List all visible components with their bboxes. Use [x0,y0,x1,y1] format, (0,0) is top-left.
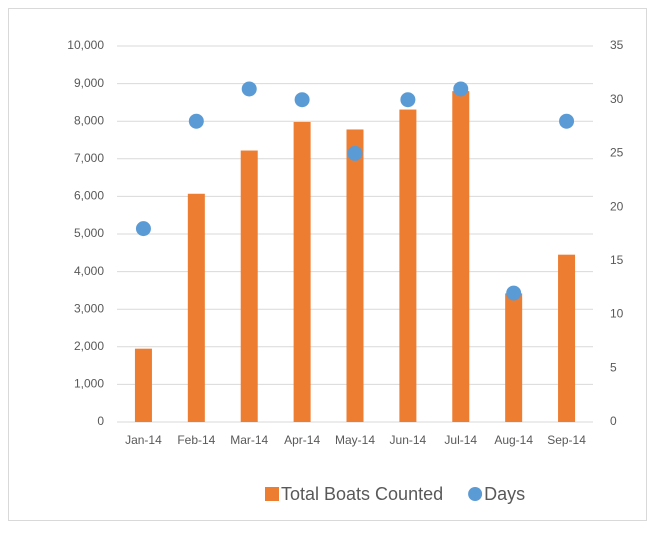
y-tick-label: 2,000 [74,339,104,353]
y-tick-label: 10,000 [67,38,104,52]
x-tick-label: Mar-14 [230,433,268,447]
y-tick-label: 0 [97,414,104,428]
x-tick-label: May-14 [335,433,375,447]
bar [558,254,576,422]
bar [187,193,205,422]
dot [400,92,416,108]
dot [453,81,469,97]
bar [452,91,470,423]
dot [135,221,151,237]
bar [240,150,258,422]
dot [294,92,310,108]
y-tick-label: 5,000 [74,226,104,240]
x-tick-label: Feb-14 [177,433,215,447]
y-tick-label: 7,000 [74,151,104,165]
y2-tick-label: 25 [610,146,624,160]
dot [241,81,257,97]
legend-swatch [265,487,279,501]
bar [346,129,364,423]
y2-tick-label: 5 [610,360,617,374]
chart-border [8,8,647,521]
y2-tick-label: 10 [610,307,624,321]
bar [134,348,152,422]
legend-label: Total Boats Counted [281,484,443,504]
x-tick-label: Jul-14 [444,433,477,447]
y-tick-label: 3,000 [74,301,104,315]
x-tick-label: Jun-14 [390,433,427,447]
y2-tick-label: 15 [610,253,624,267]
y2-tick-label: 30 [610,92,624,106]
x-tick-label: Aug-14 [494,433,533,447]
y-tick-label: 1,000 [74,377,104,391]
y2-tick-label: 0 [610,414,617,428]
dot [188,113,204,129]
y-tick-label: 6,000 [74,189,104,203]
bar [293,121,311,423]
y2-tick-label: 35 [610,38,624,52]
dot [506,285,522,301]
x-tick-label: Sep-14 [547,433,586,447]
x-tick-label: Apr-14 [284,433,320,447]
bar [399,109,417,422]
dot [347,145,363,161]
y-tick-label: 8,000 [74,113,104,127]
y-tick-label: 9,000 [74,76,104,90]
y-tick-label: 4,000 [74,264,104,278]
x-tick-label: Jan-14 [125,433,162,447]
dot [559,113,575,129]
y2-tick-label: 20 [610,199,624,213]
legend-swatch [468,487,483,501]
bar [505,293,523,422]
legend-label: Days [484,484,525,504]
